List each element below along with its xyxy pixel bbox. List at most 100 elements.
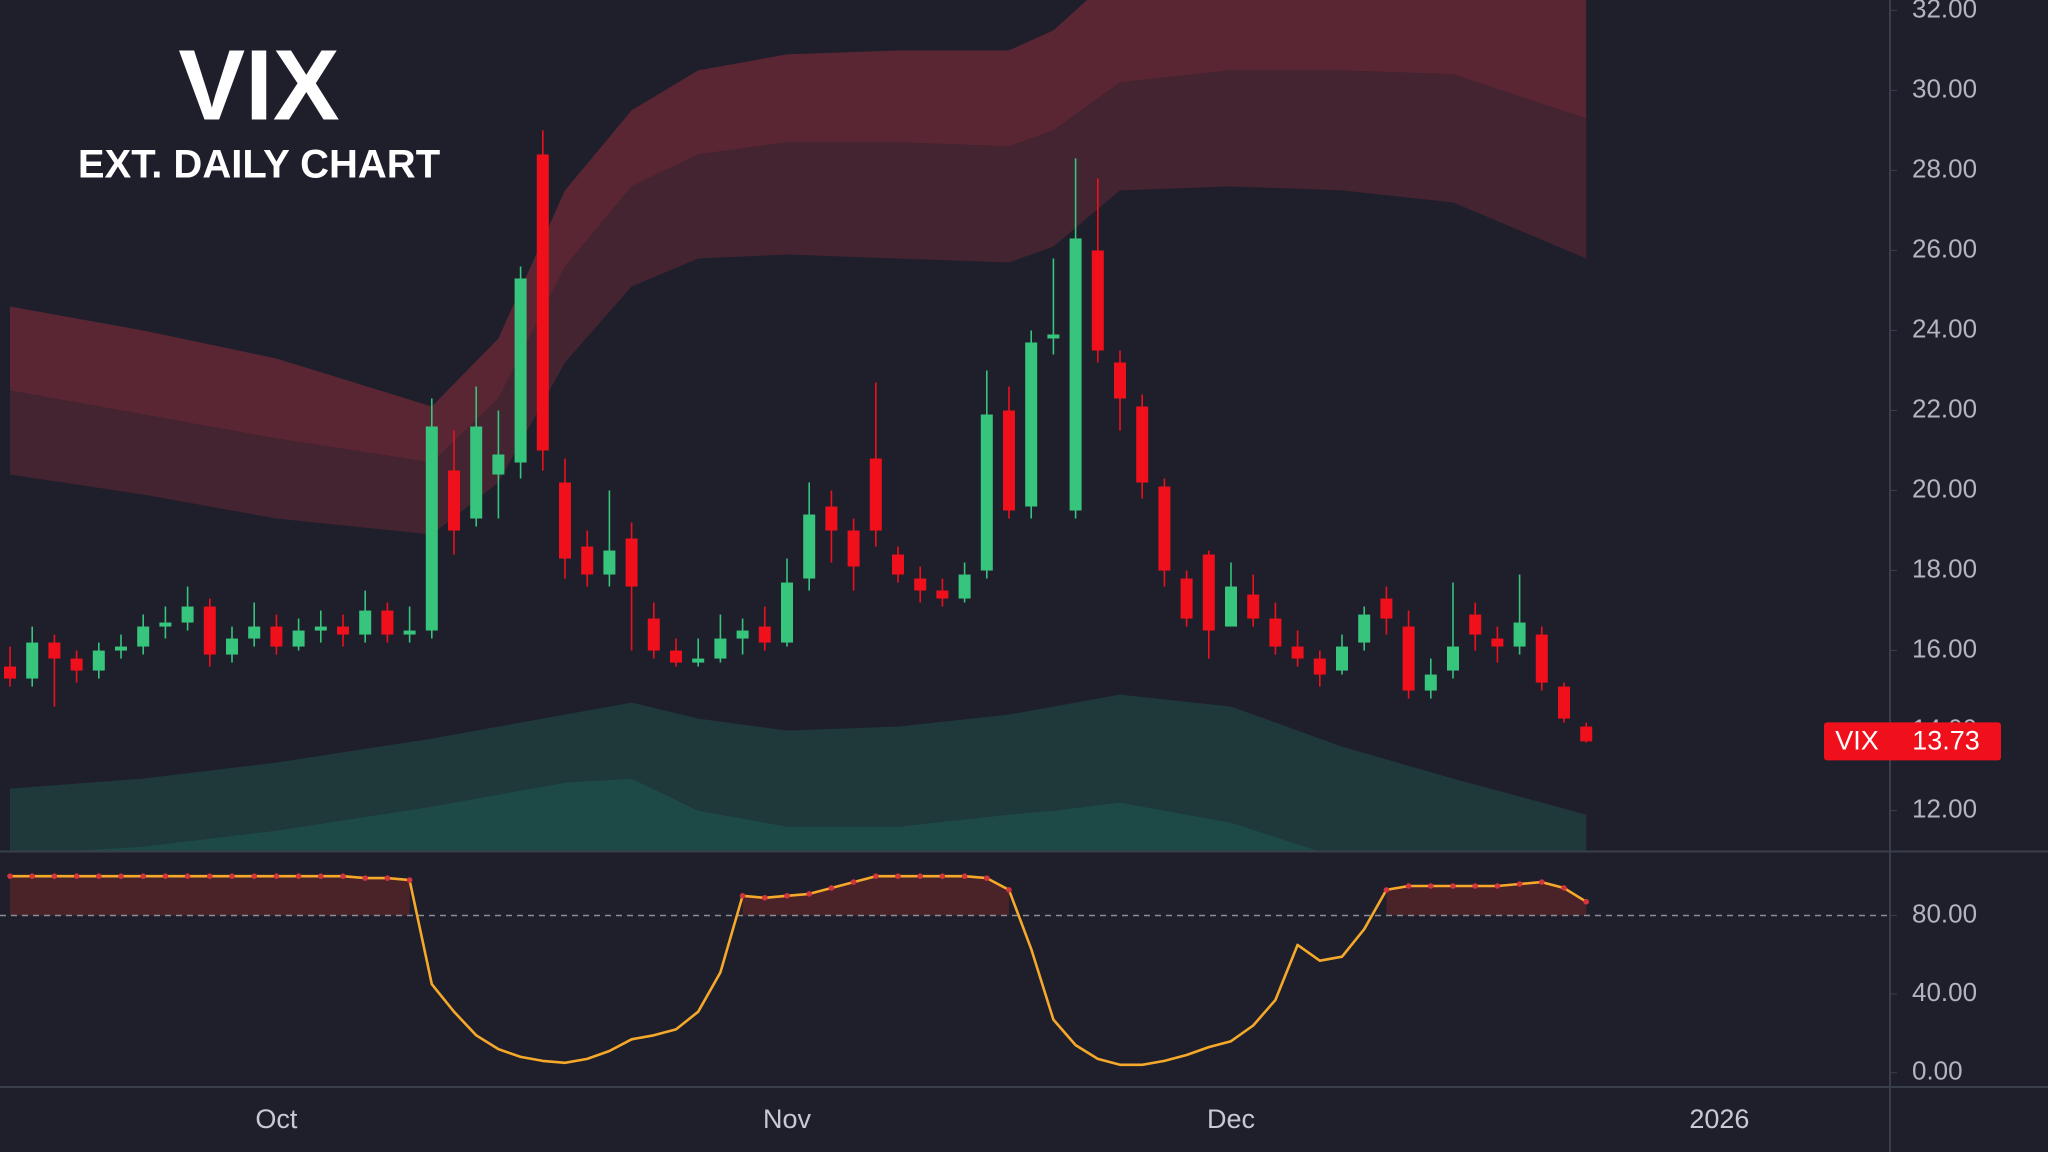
- candle-body: [536, 154, 549, 451]
- overbought-fill: [1386, 882, 1587, 916]
- candle-body: [425, 426, 438, 631]
- overbought-dot: [162, 873, 169, 879]
- candle-body: [1069, 238, 1082, 511]
- candle-body: [1114, 362, 1126, 399]
- candle-body: [1158, 486, 1171, 571]
- overbought-dot: [51, 873, 58, 879]
- candle-body: [1025, 342, 1038, 507]
- overbought-dot: [318, 873, 324, 879]
- overbought-dot: [73, 873, 80, 879]
- overbought-dot: [739, 893, 746, 899]
- candle-body: [359, 610, 372, 635]
- overbought-dot: [873, 873, 879, 879]
- candle-body: [625, 538, 638, 587]
- y-tick-label: 0.00: [1912, 1056, 1963, 1086]
- overbought-dot: [207, 873, 213, 879]
- overbought-dot: [406, 877, 413, 883]
- candle-body: [26, 642, 39, 679]
- y-tick-label: 40.00: [1912, 977, 1977, 1007]
- overbought-dot: [1383, 887, 1390, 893]
- overbought-dot: [29, 873, 35, 879]
- candle-body: [203, 606, 216, 655]
- candle-body: [1469, 614, 1482, 635]
- candle-body: [159, 622, 172, 627]
- overbought-dot: [1583, 898, 1589, 905]
- y-tick-label: 16.00: [1912, 633, 1977, 663]
- y-tick-label: 22.00: [1912, 393, 1977, 423]
- y-tick-label: 80.00: [1912, 898, 1977, 928]
- candle-body: [181, 606, 194, 623]
- x-tick-label: Dec: [1207, 1104, 1255, 1134]
- oscillator-pane: [0, 873, 1890, 1067]
- candle-body: [248, 626, 261, 639]
- candle-body: [581, 546, 594, 575]
- candle-body: [92, 650, 105, 671]
- candle-body: [1402, 626, 1415, 691]
- overbought-dot: [984, 875, 990, 881]
- band: [10, 694, 1587, 851]
- overbought-dot: [850, 879, 857, 885]
- candle-body: [1269, 618, 1282, 647]
- overlay: VIX 13.73: [1824, 722, 2001, 761]
- overbought-dot: [1472, 883, 1478, 889]
- candle-body: [4, 666, 16, 679]
- y-tick-label: 24.00: [1912, 313, 1977, 343]
- candle-body: [714, 638, 727, 659]
- band: [69, 778, 1319, 851]
- overbought-dot: [1494, 883, 1501, 889]
- band: [10, 70, 1587, 535]
- candle-body: [1358, 614, 1371, 643]
- overbought-fill: [10, 876, 410, 916]
- overbought-dot: [273, 873, 280, 879]
- y-tick-label: 12.00: [1912, 793, 1977, 823]
- candle-body: [936, 590, 949, 599]
- candle-body: [692, 658, 705, 663]
- candle-body: [470, 426, 483, 519]
- candle-body: [337, 626, 349, 635]
- y-tick-label: 26.00: [1912, 233, 1977, 263]
- overbought-dot: [96, 873, 102, 879]
- candle-body: [381, 610, 394, 635]
- candle-body: [781, 582, 793, 643]
- last-price-name: VIX: [1835, 725, 1879, 755]
- candle-body: [670, 650, 682, 663]
- y-tick-label: 20.00: [1912, 473, 1977, 503]
- candle-body: [448, 470, 460, 531]
- candle-body: [803, 514, 816, 579]
- candle-body: [1180, 578, 1193, 619]
- price-pane: [4, 0, 1593, 851]
- candle-body: [314, 626, 327, 631]
- candle-body: [980, 414, 993, 571]
- candle-body: [1313, 658, 1326, 675]
- chart-subtitle: EXT. DAILY CHART: [78, 143, 440, 187]
- overbought-dot: [7, 873, 13, 879]
- candle-body: [1580, 726, 1593, 742]
- overbought-dot: [1428, 883, 1434, 889]
- candle-body: [115, 646, 127, 651]
- chart-title: VIX: [178, 29, 339, 141]
- candle-body: [1202, 554, 1215, 631]
- candle-body: [603, 550, 616, 575]
- y-tick-label: 32.00: [1912, 0, 1977, 23]
- candle-body: [1091, 250, 1104, 351]
- candle-body: [758, 626, 771, 643]
- overbought-dot: [1539, 879, 1545, 885]
- candle-body: [958, 574, 971, 599]
- candle-body: [270, 626, 283, 647]
- candle-body: [70, 658, 83, 671]
- candle-body: [514, 278, 527, 463]
- overbought-dot: [362, 875, 369, 881]
- y-tick-label: 30.00: [1912, 73, 1977, 103]
- candle-body: [1336, 646, 1348, 671]
- candle-body: [48, 642, 61, 659]
- y-tick-label: 28.00: [1912, 153, 1977, 183]
- overbought-dot: [118, 873, 124, 879]
- candle-body: [847, 530, 860, 567]
- overbought-dot: [384, 875, 391, 881]
- y-tick-label: 18.00: [1912, 553, 1977, 583]
- overbought-dot: [784, 893, 790, 899]
- overbought-dot: [251, 873, 257, 879]
